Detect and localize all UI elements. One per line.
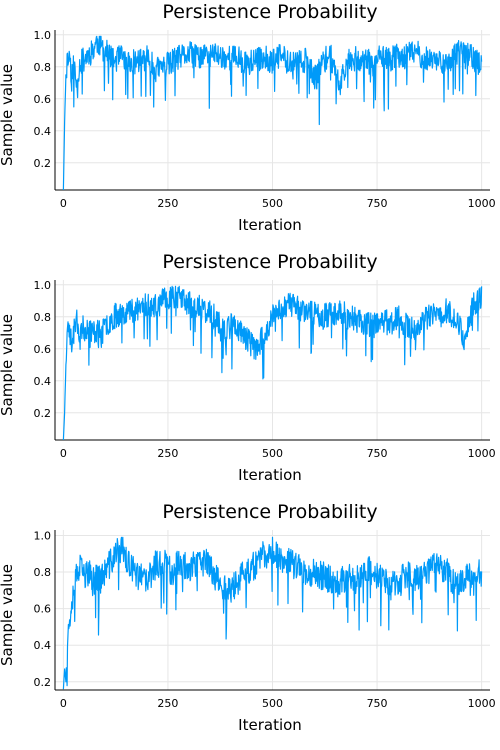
- series-line: [62, 536, 483, 690]
- series-line: [62, 285, 483, 441]
- x-axis-label: Iteration: [238, 216, 302, 234]
- y-tick-label: 1.0: [34, 29, 52, 42]
- y-tick-label: 1.0: [34, 279, 52, 292]
- x-tick-label: 250: [157, 197, 178, 210]
- chart-title: Persistence Probability: [162, 251, 377, 273]
- x-tick-label: 0: [60, 447, 67, 460]
- x-tick-label: 0: [60, 197, 67, 210]
- x-axis-label: Iteration: [238, 716, 302, 734]
- x-tick-label: 1000: [468, 447, 496, 460]
- y-axis-label: Sample value: [0, 314, 16, 416]
- y-tick-label: 0.2: [34, 676, 52, 689]
- y-axis-label: Sample value: [0, 64, 16, 166]
- x-tick-label: 750: [367, 197, 388, 210]
- x-tick-label: 750: [367, 697, 388, 710]
- y-tick-label: 0.4: [34, 639, 52, 652]
- y-tick-label: 0.8: [34, 566, 52, 579]
- chart-panel-3: Persistence Probability Sample value Ite…: [0, 501, 496, 734]
- y-tick-labels: 0.2 0.4 0.6 0.8 1.0: [34, 529, 52, 688]
- y-tick-labels: 0.2 0.4 0.6 0.8 1.0: [34, 29, 52, 170]
- x-tick-label: 0: [60, 697, 67, 710]
- x-tick-label: 1000: [468, 197, 496, 210]
- y-tick-label: 0.2: [34, 157, 52, 170]
- chart-panel-1: Persistence Probability Sample value Ite…: [0, 1, 496, 234]
- x-tick-label: 500: [262, 447, 283, 460]
- grid-lines: [55, 530, 490, 690]
- y-tick-label: 0.6: [34, 93, 52, 106]
- y-tick-label: 0.4: [34, 125, 52, 138]
- x-tick-label: 750: [367, 447, 388, 460]
- x-tick-labels: 0 250 500 750 1000: [60, 197, 496, 210]
- y-tick-label: 1.0: [34, 529, 52, 542]
- x-tick-labels: 0 250 500 750 1000: [60, 447, 496, 460]
- y-tick-label: 0.6: [34, 343, 52, 356]
- x-tick-label: 500: [262, 197, 283, 210]
- x-tick-label: 500: [262, 697, 283, 710]
- x-tick-label: 250: [157, 697, 178, 710]
- y-tick-label: 0.4: [34, 375, 52, 388]
- y-tick-label: 0.6: [34, 603, 52, 616]
- chart-panel-2: Persistence Probability Sample value Ite…: [0, 251, 496, 484]
- x-axis-label: Iteration: [238, 466, 302, 484]
- y-tick-label: 0.8: [34, 311, 52, 324]
- x-tick-label: 250: [157, 447, 178, 460]
- chart-title: Persistence Probability: [162, 1, 377, 23]
- series-line: [62, 35, 483, 191]
- y-tick-label: 0.8: [34, 61, 52, 74]
- y-tick-label: 0.2: [34, 407, 52, 420]
- y-tick-labels: 0.2 0.4 0.6 0.8 1.0: [34, 279, 52, 420]
- x-tick-label: 1000: [468, 697, 496, 710]
- y-axis-label: Sample value: [0, 564, 16, 666]
- x-tick-labels: 0 250 500 750 1000: [60, 697, 496, 710]
- chart-title: Persistence Probability: [162, 501, 377, 523]
